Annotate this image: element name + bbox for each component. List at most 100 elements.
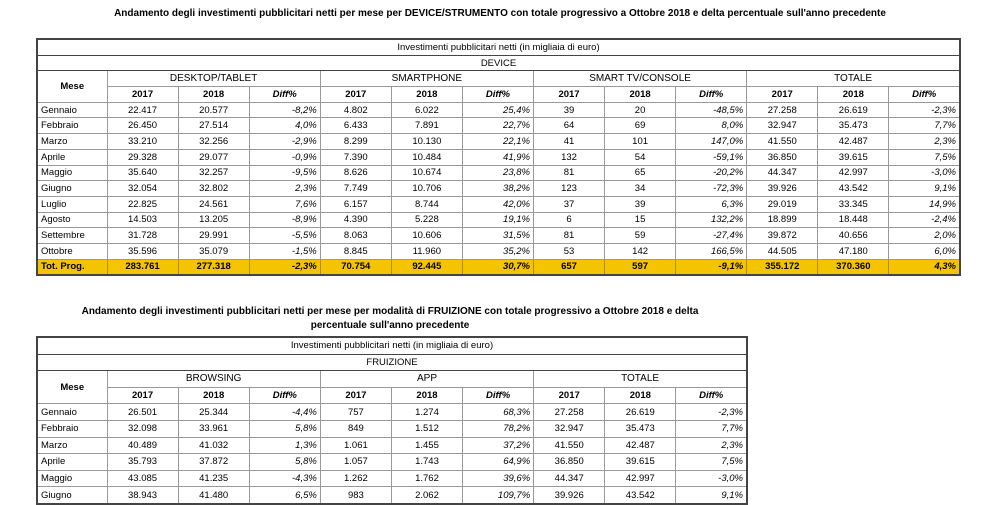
value-cell: 370.360 (817, 258, 890, 276)
value-cell: 757 (319, 403, 392, 421)
value-cell: 35.079 (177, 242, 250, 260)
value-cell: 44.347 (533, 469, 606, 488)
diff-cell: 23,8% (461, 164, 534, 182)
group-header: APP (319, 370, 535, 388)
month-cell: Giugno (36, 486, 108, 505)
value-cell: 1.512 (390, 419, 464, 438)
year-header: 2018 (390, 86, 463, 103)
fruizione-table: Investimenti pubblicitari netti (in migl… (36, 336, 748, 505)
value-cell: 6.022 (390, 101, 463, 119)
month-header: Mese (36, 70, 108, 103)
month-cell: Agosto (36, 211, 108, 229)
diff-cell: 6,3% (675, 195, 748, 213)
value-cell: 8.845 (319, 242, 392, 260)
diff-cell: 30,7% (461, 258, 534, 276)
value-cell: 32.947 (746, 117, 819, 135)
value-cell: 11.960 (390, 242, 463, 260)
year-header: 2018 (604, 386, 677, 405)
value-cell: 39.615 (817, 148, 890, 166)
table2-title-line2: percentuale sull'anno precedente (310, 320, 470, 331)
diff-cell: -2,4% (888, 211, 961, 229)
value-cell: 8.063 (319, 227, 392, 244)
diff-cell: 8,0% (675, 117, 748, 135)
diff-cell: 64,9% (462, 453, 535, 471)
month-cell: Aprile (36, 148, 108, 166)
month-cell: Marzo (36, 133, 108, 150)
diff-cell: -1,5% (248, 242, 321, 260)
table-row: Aprile 35.793 37.872 5,8% 1.057 1.743 64,9% 36.… (36, 453, 748, 471)
value-cell: 355.172 (746, 258, 819, 276)
value-cell: 1.262 (319, 469, 392, 488)
diff-cell: 19,1% (461, 211, 534, 229)
diff-cell: -59,1% (675, 148, 748, 166)
value-cell: 33.961 (177, 419, 250, 438)
value-cell: 7.749 (319, 180, 392, 197)
value-cell: 10.706 (390, 180, 463, 197)
month-cell: Aprile (36, 453, 108, 471)
value-cell: 43.542 (817, 180, 890, 197)
value-cell: 41.550 (533, 436, 606, 455)
year-header: Diff% (675, 86, 748, 103)
value-cell: 2.062 (390, 486, 464, 505)
table2-title-line1: Andamento degli investimenti pubblicitar… (81, 306, 699, 317)
diff-cell: 147,0% (675, 133, 748, 150)
value-cell: 142 (604, 242, 677, 260)
value-cell: 37 (532, 195, 606, 213)
value-cell: 8.626 (319, 164, 392, 182)
year-header: 2018 (817, 86, 890, 103)
value-cell: 7.390 (319, 148, 392, 166)
diff-cell: 39,6% (462, 469, 535, 488)
year-header: Diff% (675, 386, 748, 405)
table1-title: Andamento degli investimenti pubblicitar… (114, 8, 886, 19)
value-cell: 10.606 (390, 227, 463, 244)
value-cell: 1.274 (390, 403, 464, 421)
value-cell: 29.019 (746, 195, 819, 213)
diff-cell: -2,9% (248, 133, 321, 150)
value-cell: 44.347 (746, 164, 819, 182)
value-cell: 92.445 (390, 258, 463, 276)
diff-cell: 68,3% (462, 403, 535, 421)
value-cell: 26.501 (106, 403, 179, 421)
diff-cell: -2,3% (675, 403, 748, 421)
value-cell: 42.487 (817, 133, 890, 150)
year-header: Diff% (462, 386, 535, 405)
group-header: TOTALE (533, 370, 748, 388)
value-cell: 39 (532, 101, 606, 119)
value-cell: 29.991 (177, 227, 250, 244)
year-header: 2018 (390, 386, 464, 405)
table-row: Febbraio 26.450 27.514 4,0% 6.433 7.891 22,7% 6… (36, 117, 961, 135)
value-cell: 34 (604, 180, 677, 197)
month-cell: Febbraio (36, 117, 108, 135)
diff-cell: 42,0% (461, 195, 534, 213)
diff-cell: -9,5% (248, 164, 321, 182)
value-cell: 597 (604, 258, 677, 276)
value-cell: 43.542 (604, 486, 677, 505)
value-cell: 44.505 (746, 242, 819, 260)
diff-cell: 6,0% (888, 242, 961, 260)
diff-cell: 38,2% (461, 180, 534, 197)
month-cell: Tot. Prog. (36, 258, 108, 276)
diff-cell: -9,1% (675, 258, 748, 276)
value-cell: 983 (319, 486, 392, 505)
group-header: SMARTPHONE (319, 70, 534, 88)
value-cell: 32.098 (106, 419, 179, 438)
value-cell: 20 (604, 101, 677, 119)
diff-cell: 5,8% (248, 419, 321, 438)
diff-cell: 7,7% (675, 419, 748, 438)
value-cell: 64 (532, 117, 606, 135)
table-row: Gennaio 22.417 20.577 -8,2% 4.802 6.022 25,4% 3… (36, 101, 961, 119)
value-cell: 24.561 (177, 195, 250, 213)
value-cell: 7.891 (390, 117, 463, 135)
month-cell: Gennaio (36, 403, 108, 421)
diff-cell: 7,5% (888, 148, 961, 166)
diff-cell: -3,0% (675, 469, 748, 488)
year-header: 2017 (106, 386, 179, 405)
diff-cell: -0,9% (248, 148, 321, 166)
value-cell: 1.762 (390, 469, 464, 488)
month-cell: Febbraio (36, 419, 108, 438)
value-cell: 39.872 (746, 227, 819, 244)
diff-cell: 4,3% (888, 258, 961, 276)
table2-title: Andamento degli investimenti pubblicitar… (40, 305, 740, 333)
diff-cell: 5,8% (248, 453, 321, 471)
value-cell: 18.448 (817, 211, 890, 229)
